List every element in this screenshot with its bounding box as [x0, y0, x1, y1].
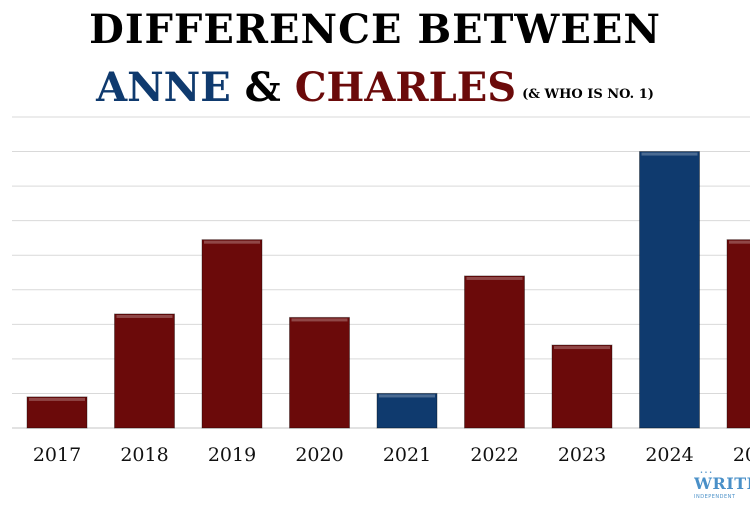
charles-label: CHARLES	[294, 64, 517, 111]
logo-wordmark: WRITE	[694, 474, 750, 493]
x-tick-label-2019: 2019	[208, 444, 256, 466]
bar-highlight-2025	[729, 240, 750, 244]
bar-2022	[464, 275, 525, 429]
bar-2019	[201, 239, 263, 429]
chart-title-line1: DIFFERENCE BETWEEN	[89, 6, 661, 53]
bar-highlight-2019	[204, 240, 260, 244]
x-tick-label-2023: 2023	[558, 444, 606, 466]
x-tick-label-2024: 2024	[645, 444, 693, 466]
bar-2023	[551, 344, 613, 429]
bar-2024	[639, 151, 700, 429]
ampersand-label: &	[230, 64, 295, 111]
x-tick-label-2018: 2018	[120, 444, 168, 466]
anne-label: ANNE	[96, 64, 231, 111]
bar-chart: 2017 2018 2019 2020 2021 2022 2023 2024 2025	[12, 116, 750, 466]
bar-highlight-2017	[29, 397, 85, 401]
bar-highlight-2021	[379, 394, 435, 398]
bar-highlight-2020	[291, 318, 348, 322]
bar-highlight-2022	[466, 276, 523, 280]
bar-2018	[114, 313, 175, 429]
bar-2021	[376, 392, 438, 429]
logo-tagline: INDEPENDENT	[694, 494, 736, 500]
brand-logo: • • • WRITE INDEPENDENT	[694, 470, 750, 510]
bars	[26, 151, 750, 429]
bar-2025	[726, 239, 750, 429]
x-tick-label-2017: 2017	[33, 444, 81, 466]
x-tick-label-2025: 2025	[733, 444, 750, 466]
bar-highlight-2024	[641, 152, 698, 156]
x-tick-label-2020: 2020	[295, 444, 343, 466]
bar-highlight-2018	[116, 314, 173, 318]
bar-2020	[289, 316, 350, 429]
chart-subtitle: (& WHO IS NO. 1)	[522, 87, 654, 102]
x-tick-label-2021: 2021	[383, 444, 431, 466]
x-axis-labels: 2017 2018 2019 2020 2021 2022 2023 2024 2025	[33, 444, 750, 466]
bar-highlight-2023	[554, 346, 610, 350]
x-tick-label-2022: 2022	[470, 444, 518, 466]
bar-2017	[26, 396, 88, 429]
logo-dots-icon: • • •	[700, 470, 713, 476]
chart-title-line2: ANNE & CHARLES (& WHO IS NO. 1)	[0, 64, 750, 111]
